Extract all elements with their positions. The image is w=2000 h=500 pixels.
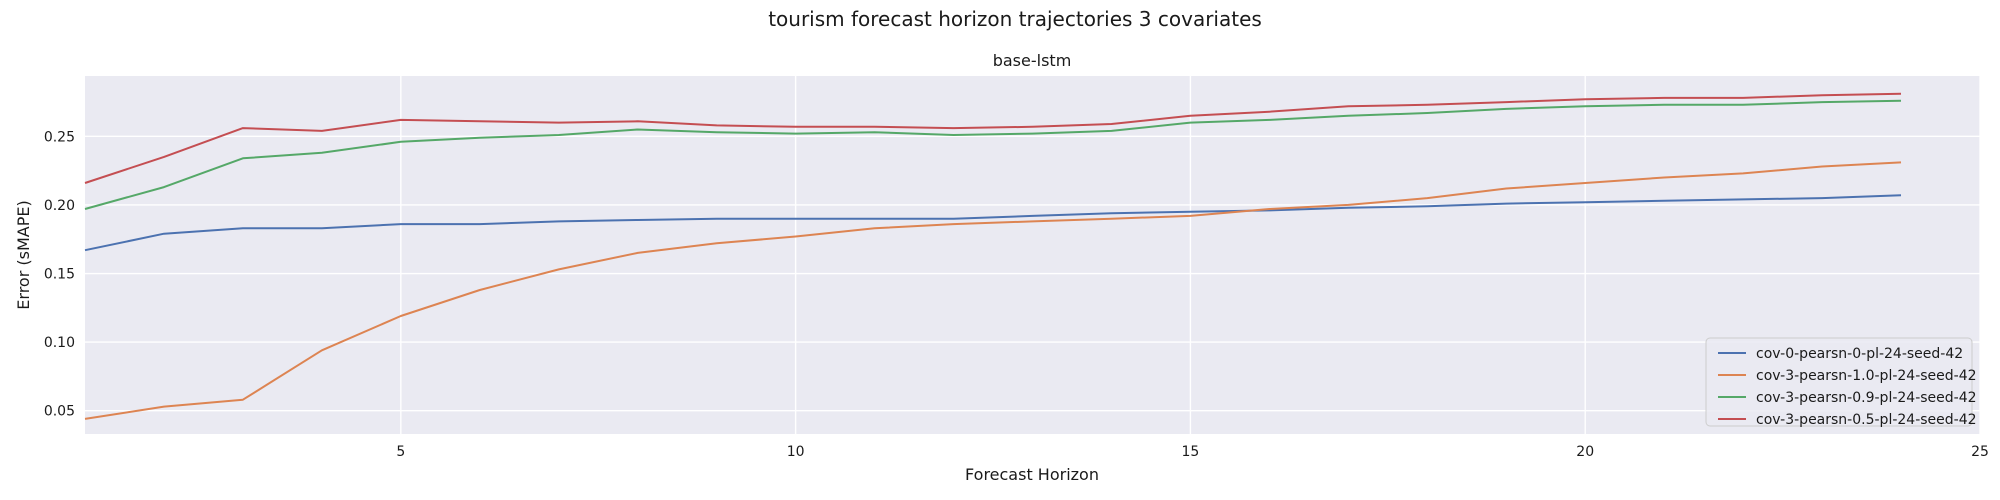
legend: cov-0-pearsn-0-pl-24-seed-42 cov-3-pearsn… xyxy=(1705,337,1977,428)
series-lines xyxy=(84,92,1902,420)
legend-box xyxy=(1705,337,1973,427)
legend-label: cov-0-pearsn-0-pl-24-seed-42 xyxy=(1756,346,1963,362)
axes-title: base-lstm xyxy=(993,51,1072,70)
y-tick-label: 0.05 xyxy=(44,404,75,420)
x-tick-label: 20 xyxy=(1576,444,1594,460)
x-tick-label: 25 xyxy=(1971,444,1989,460)
y-tick-label: 0.20 xyxy=(44,198,75,214)
chart-suptitle: tourism forecast horizon trajectories 3 … xyxy=(768,7,1262,31)
y-tick-label: 0.25 xyxy=(44,129,75,145)
y-axis-label: Error (sMAPE) xyxy=(14,200,33,309)
x-tick-label: 5 xyxy=(396,444,405,460)
y-tick-labels: 0.05 0.10 0.15 0.20 0.25 xyxy=(44,129,75,419)
x-axis-label: Forecast Horizon xyxy=(965,465,1099,484)
series-line-2 xyxy=(84,99,1902,210)
grid-lines xyxy=(85,76,1981,434)
x-tick-label: 15 xyxy=(1182,444,1200,460)
legend-label: cov-3-pearsn-1.0-pl-24-seed-42 xyxy=(1756,368,1977,384)
y-tick-label: 0.15 xyxy=(44,267,75,283)
series-line-0 xyxy=(84,194,1902,252)
x-tick-labels: 5 10 15 20 25 xyxy=(396,444,1989,460)
y-tick-label: 0.10 xyxy=(44,335,75,351)
legend-label: cov-3-pearsn-0.9-pl-24-seed-42 xyxy=(1756,390,1977,406)
plot-area xyxy=(85,76,1980,434)
legend-label: cov-3-pearsn-0.5-pl-24-seed-42 xyxy=(1756,412,1977,428)
series-line-3 xyxy=(84,92,1902,184)
series-line-1 xyxy=(84,161,1902,420)
x-tick-label: 10 xyxy=(787,444,805,460)
